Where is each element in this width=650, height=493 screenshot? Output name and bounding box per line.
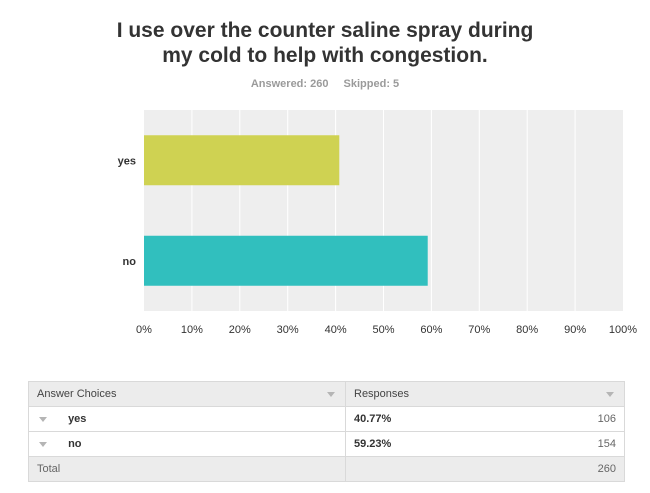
- response-cell: 59.23% 154: [345, 431, 625, 457]
- x-tick-label: 60%: [420, 324, 442, 336]
- x-tick-label: 80%: [516, 324, 538, 336]
- sort-caret-icon[interactable]: [327, 392, 335, 397]
- response-percent: 59.23%: [354, 438, 392, 450]
- total-label: Total: [37, 463, 61, 475]
- x-tick-label: 20%: [229, 324, 251, 336]
- table-header-row: Answer Choices Responses: [28, 381, 625, 407]
- responses-header-label: Responses: [354, 388, 410, 400]
- total-row: Total 260: [28, 456, 625, 482]
- response-count: 106: [597, 413, 616, 425]
- response-count: 154: [597, 438, 616, 450]
- skipped-count: Skipped: 5: [343, 78, 400, 90]
- expand-caret-icon[interactable]: [39, 416, 47, 422]
- x-tick-label: 50%: [372, 324, 394, 336]
- table-row: no 59.23% 154: [28, 431, 625, 457]
- answer-label: no: [68, 438, 82, 450]
- answer-choice-cell: no: [28, 431, 346, 457]
- question-title: I use over the counter saline spray duri…: [0, 18, 650, 68]
- category-label: yes: [118, 155, 136, 167]
- x-tick-label: 90%: [564, 324, 586, 336]
- answer-label: yes: [68, 413, 87, 425]
- answered-count: Answered: 260: [250, 78, 329, 90]
- answer-choices-header[interactable]: Answer Choices: [28, 381, 346, 407]
- table-row: yes 40.77% 106: [28, 406, 625, 432]
- responses-header[interactable]: Responses: [345, 381, 625, 407]
- x-tick-label: 30%: [277, 324, 299, 336]
- response-percent: 40.77%: [354, 413, 392, 425]
- expand-caret-icon[interactable]: [39, 441, 47, 447]
- x-tick-label: 100%: [609, 324, 637, 336]
- question-title-line-1: I use over the counter saline spray duri…: [116, 19, 534, 42]
- x-tick-label: 0%: [136, 324, 152, 336]
- x-tick-label: 40%: [325, 324, 347, 336]
- sort-caret-icon[interactable]: [606, 392, 614, 397]
- x-tick-label: 10%: [181, 324, 203, 336]
- answer-choice-cell: yes: [28, 406, 346, 432]
- response-cell: 40.77% 106: [345, 406, 625, 432]
- total-count-cell: 260: [345, 456, 625, 482]
- answer-choices-header-label: Answer Choices: [37, 388, 117, 400]
- bar-chart: 0% 10% 20% 30% 40% 50% 60% 70% 80% 90% 100% yes no: [118, 110, 637, 336]
- x-tick-label: 70%: [468, 324, 490, 336]
- response-summary: Answered: 260 Skipped: 5: [0, 78, 650, 90]
- question-title-line-2: my cold to help with congestion.: [162, 44, 488, 67]
- bar-yes: [144, 135, 340, 186]
- total-count: 260: [597, 463, 616, 475]
- response-table: Answer Choices Responses yes 40.77% 106 …: [28, 381, 625, 482]
- bar-no: [144, 235, 428, 286]
- total-label-cell: Total: [28, 456, 346, 482]
- category-label: no: [123, 256, 137, 268]
